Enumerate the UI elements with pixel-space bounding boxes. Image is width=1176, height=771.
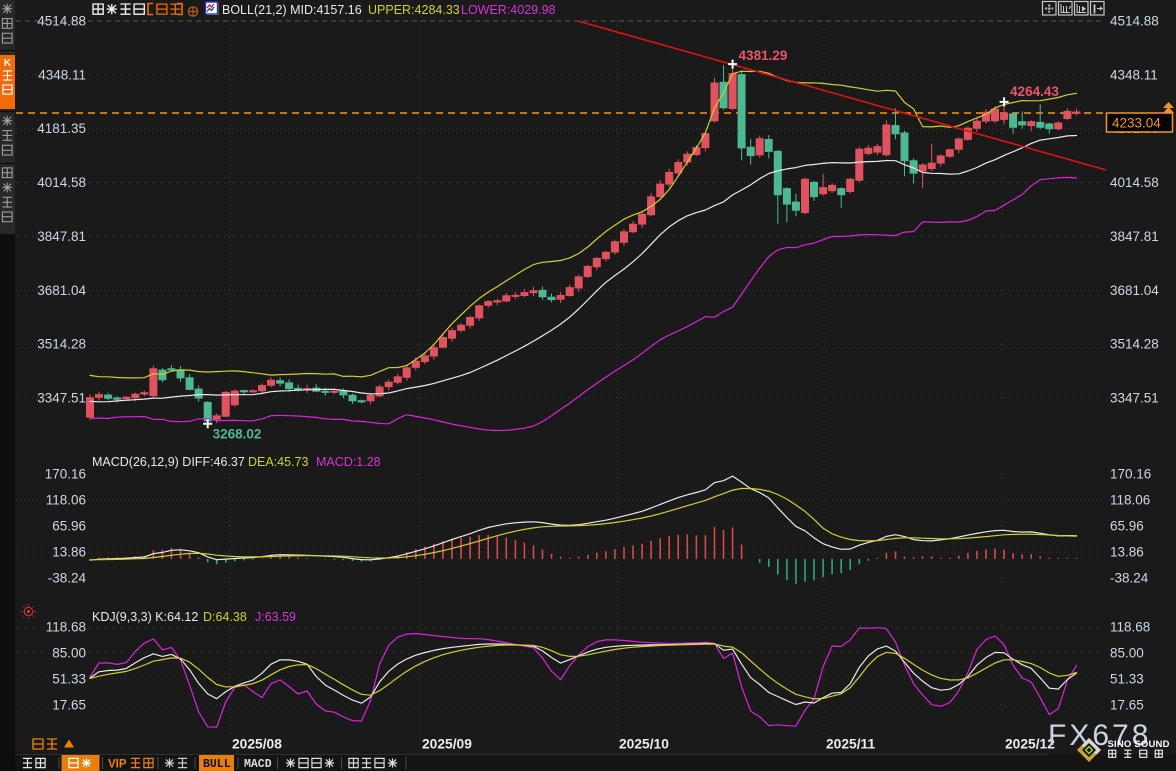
svg-text:UPPER:4284.33: UPPER:4284.33 [368,3,460,17]
svg-text:-38.24: -38.24 [48,570,87,585]
svg-text:170.16: 170.16 [45,467,86,482]
svg-text:4264.43: 4264.43 [1010,84,1059,99]
svg-text:118.68: 118.68 [1110,619,1150,634]
svg-text:LOWER:4029.98: LOWER:4029.98 [461,3,556,17]
svg-text:3268.02: 3268.02 [213,427,262,442]
svg-text:BOLL(21,2) MID:4157.16: BOLL(21,2) MID:4157.16 [222,3,362,17]
svg-text:KDJ(9,3,3) K:64.12: KDJ(9,3,3) K:64.12 [92,610,198,624]
svg-text:4348.11: 4348.11 [1110,67,1158,82]
svg-text:MACD:1.28: MACD:1.28 [316,455,381,469]
svg-text:65.96: 65.96 [1110,519,1144,534]
svg-text:65.96: 65.96 [52,519,86,534]
svg-text:SINO SOUND: SINO SOUND [1108,739,1170,750]
svg-text:13.86: 13.86 [1110,545,1144,560]
svg-text:-38.24: -38.24 [1110,570,1149,585]
svg-text:FX678: FX678 [1048,719,1151,752]
svg-text:MACD(26,12,9) DIFF:46.37: MACD(26,12,9) DIFF:46.37 [92,455,245,469]
svg-text:D:64.38: D:64.38 [203,610,247,624]
svg-text:85.00: 85.00 [52,645,86,660]
svg-text:3347.51: 3347.51 [1110,391,1159,406]
svg-text:2025/11: 2025/11 [826,737,875,752]
svg-text:85.00: 85.00 [1110,645,1144,660]
svg-text:4233.04: 4233.04 [1112,116,1161,131]
svg-text:4381.29: 4381.29 [739,48,788,63]
svg-text:170.16: 170.16 [1110,467,1151,482]
svg-text:51.33: 51.33 [1110,672,1144,687]
svg-text:4014.58: 4014.58 [1110,175,1159,190]
svg-text:K: K [4,58,12,69]
svg-text:DEA:45.73: DEA:45.73 [248,455,309,469]
svg-text:4514.88: 4514.88 [37,14,86,29]
svg-text:MACD: MACD [244,758,272,771]
svg-text:3681.04: 3681.04 [1110,283,1159,298]
svg-text:3347.51: 3347.51 [37,391,86,406]
svg-text:2025/09: 2025/09 [422,737,472,752]
svg-text:17.65: 17.65 [1110,698,1144,713]
svg-text:17.65: 17.65 [52,698,86,713]
svg-text:118.06: 118.06 [1110,493,1150,508]
svg-text:3514.28: 3514.28 [37,337,86,352]
svg-text:VIP: VIP [108,759,127,771]
svg-text:3847.81: 3847.81 [37,229,86,244]
svg-text:13.86: 13.86 [52,545,86,560]
svg-text:4181.35: 4181.35 [37,121,86,136]
svg-text:3514.28: 3514.28 [1110,337,1159,352]
svg-text:4348.11: 4348.11 [38,67,86,82]
svg-text:2025/08: 2025/08 [232,737,282,752]
svg-text:2025/10: 2025/10 [619,737,669,752]
svg-text:J:63.59: J:63.59 [255,610,296,624]
svg-text:BULL: BULL [203,758,231,771]
svg-text:118.06: 118.06 [46,493,86,508]
svg-text:4014.58: 4014.58 [37,175,86,190]
svg-text:4514.88: 4514.88 [1110,14,1159,29]
svg-text:3681.04: 3681.04 [37,283,86,298]
svg-text:118.68: 118.68 [46,619,86,634]
svg-text:2025/12: 2025/12 [1005,737,1055,752]
svg-text:3847.81: 3847.81 [1110,229,1159,244]
svg-text:51.33: 51.33 [52,672,86,687]
